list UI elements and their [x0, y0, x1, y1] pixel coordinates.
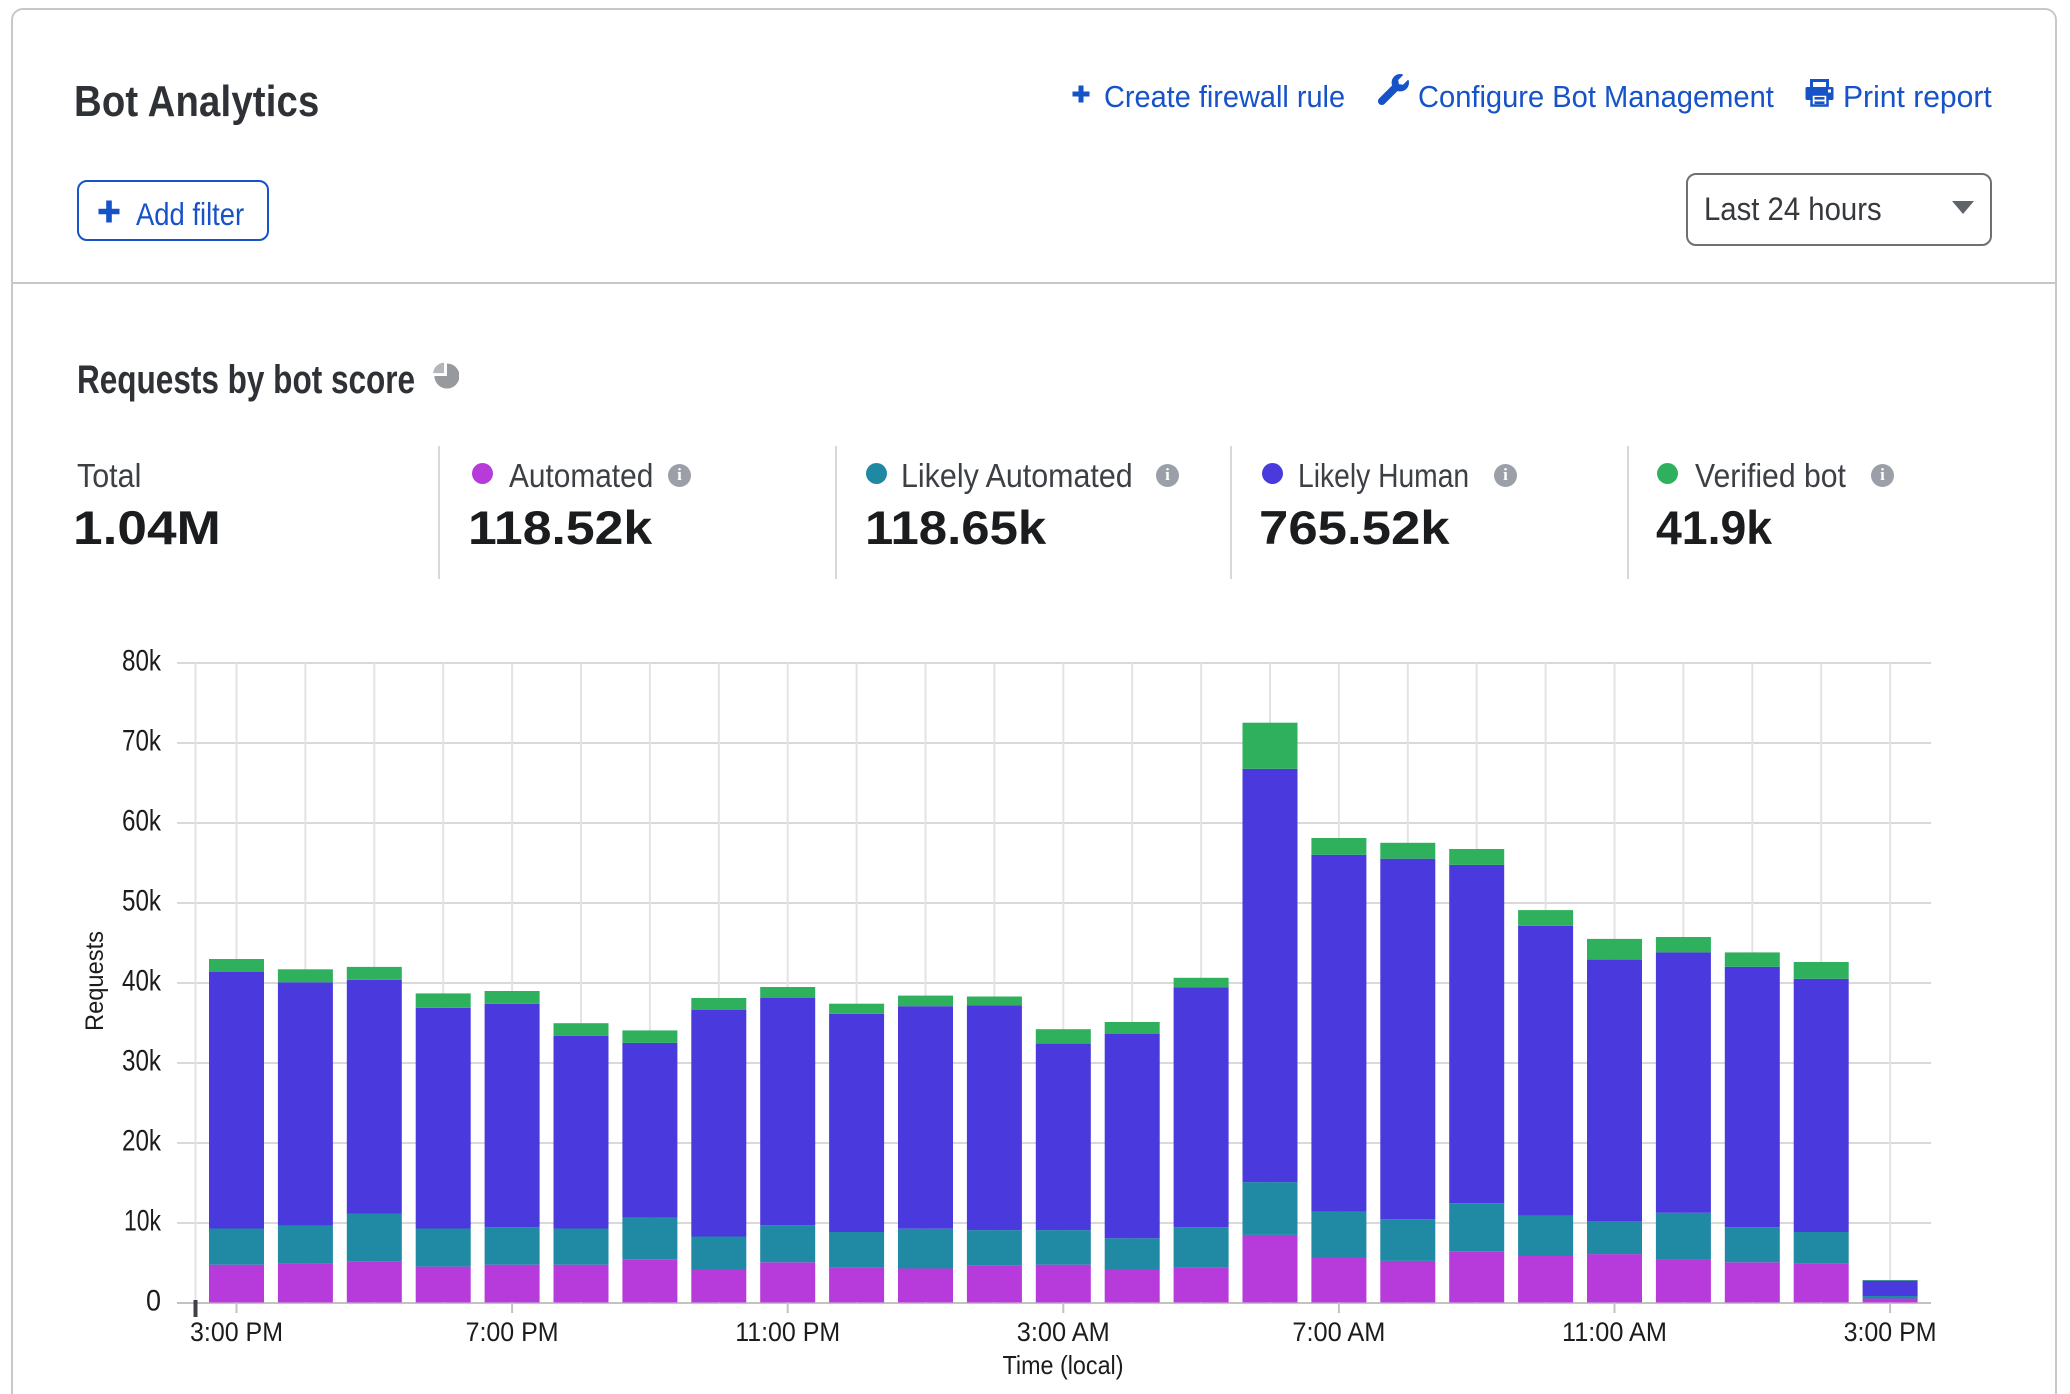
svg-text:Time (local): Time (local) [1003, 1350, 1124, 1380]
svg-text:10k: 10k [124, 1205, 161, 1238]
svg-text:80k: 80k [122, 645, 161, 678]
svg-text:3:00 PM: 3:00 PM [1844, 1317, 1937, 1347]
svg-text:20k: 20k [122, 1125, 161, 1158]
svg-text:7:00 AM: 7:00 AM [1292, 1317, 1385, 1347]
svg-text:3:00 AM: 3:00 AM [1017, 1317, 1110, 1347]
svg-text:0: 0 [146, 1285, 161, 1318]
svg-text:11:00 AM: 11:00 AM [1562, 1317, 1667, 1347]
svg-text:30k: 30k [122, 1045, 161, 1078]
svg-text:11:00 PM: 11:00 PM [735, 1317, 840, 1347]
svg-text:60k: 60k [122, 805, 161, 838]
svg-text:7:00 PM: 7:00 PM [466, 1317, 559, 1347]
svg-text:50k: 50k [122, 885, 161, 918]
svg-text:70k: 70k [122, 725, 161, 758]
svg-text:3:00 PM: 3:00 PM [190, 1317, 283, 1347]
svg-text:40k: 40k [122, 965, 161, 998]
svg-text:Requests: Requests [81, 931, 109, 1031]
